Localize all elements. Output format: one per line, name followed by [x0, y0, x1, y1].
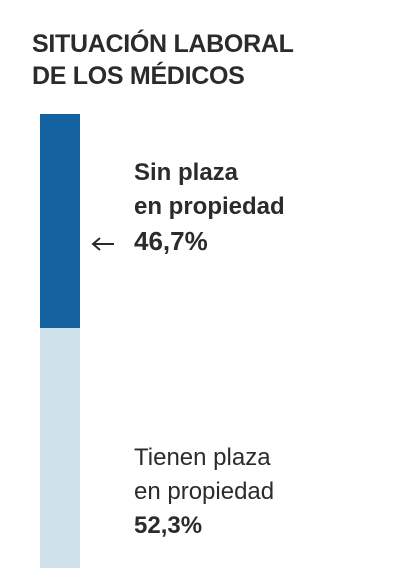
- label-tienen-plaza-line-2: en propiedad: [134, 478, 275, 505]
- chart-title-line-2: DE LOS MÉDICOS: [32, 62, 245, 90]
- data-label-sin-plaza: 46,7%: [134, 226, 208, 256]
- label-sin-plaza: Sin plaza en propiedad 46,7%: [134, 156, 285, 258]
- chart-title-line-1: SITUACIÓN LABORAL: [32, 30, 294, 58]
- label-sin-plaza-line-2: en propiedad: [134, 193, 285, 220]
- label-tienen-plaza: Tienen plaza en propiedad 52,3%: [134, 441, 274, 543]
- label-tienen-plaza-line-1: Tienen plaza: [134, 444, 271, 471]
- bar-segment-sin-plaza: [40, 114, 80, 328]
- chart-title: SITUACIÓN LABORAL DE LOS MÉDICOS: [32, 28, 294, 92]
- left-arrow-icon: [91, 237, 114, 251]
- label-sin-plaza-line-1: Sin plaza: [134, 159, 239, 186]
- stacked-bar: [40, 114, 80, 568]
- bar-segment-tienen-plaza: [40, 328, 80, 568]
- data-label-tienen-plaza: 52,3%: [134, 512, 203, 539]
